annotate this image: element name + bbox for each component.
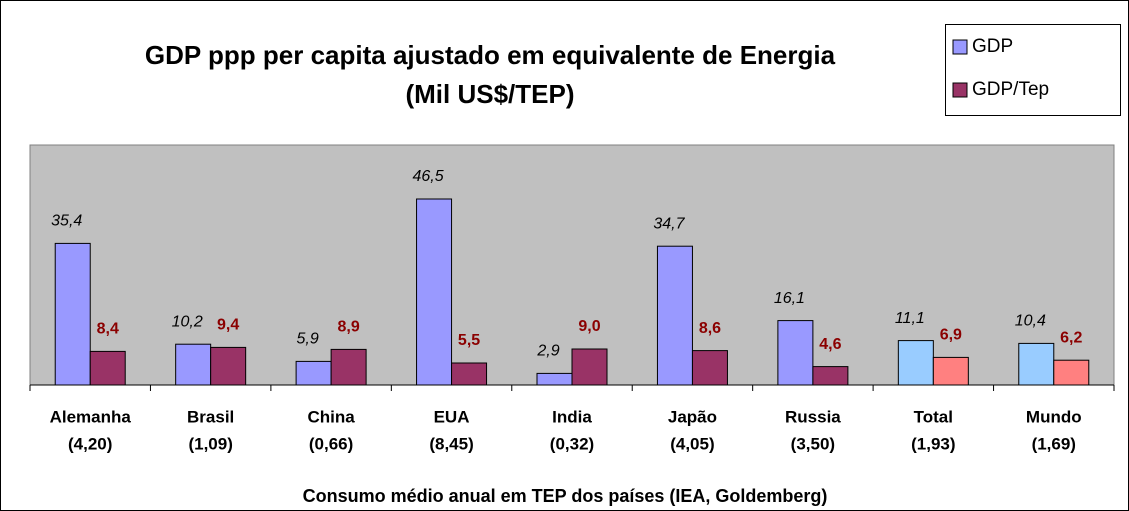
value-label: 11,1 [895,310,925,327]
value-label: 34,7 [653,215,685,232]
bar [89,350,126,386]
value-label: 46,5 [412,168,443,185]
x-tick-note: (1,93) [911,434,955,453]
value-label: 5,9 [296,331,318,348]
chart-title: GDP ppp per capita ajustado em equivalen… [145,40,836,70]
x-tick-note: (4,20) [68,434,112,453]
bar [295,360,332,386]
value-label: 2,9 [536,343,559,360]
x-tick-note: (0,32) [550,434,594,453]
value-label: 6,2 [1060,329,1082,346]
x-tick-label: Mundo [1026,407,1082,426]
x-tick-label: Russia [785,407,841,426]
x-tick-note: (0,66) [309,434,353,453]
bar [54,242,91,386]
x-tick-label: Brasil [187,407,234,426]
legend-label: GDP/Tep [972,79,1049,100]
x-tick-note: (4,05) [670,434,714,453]
bar [932,356,969,386]
bar [175,343,212,386]
legend [945,24,1121,116]
x-axis-label: Consumo médio anual em TEP dos países (I… [303,486,828,506]
bar [536,372,573,386]
x-tick-note: (1,69) [1032,434,1076,453]
bar [777,320,814,386]
bar [1053,359,1090,386]
legend-swatch [952,39,968,55]
x-tick-note: (3,50) [791,434,835,453]
bar [571,348,608,386]
x-tick-label: Total [914,407,953,426]
bar [451,362,488,386]
value-label: 10,4 [1015,313,1046,330]
chart-subtitle: (Mil US$/TEP) [405,79,574,109]
bar [812,366,849,386]
value-label: 8,9 [337,319,359,336]
bar [416,198,453,386]
bar [330,348,367,386]
value-label: 5,5 [458,332,480,349]
x-tick-note: (1,09) [188,434,232,453]
bar [897,340,934,386]
bar [210,346,247,386]
value-label: 10,2 [172,313,203,330]
bar [691,350,728,386]
x-tick-label: Alemanha [50,407,132,426]
bar [1018,342,1055,386]
value-label: 6,9 [940,327,962,344]
value-label: 9,0 [578,318,600,335]
legend-label: GDP [972,36,1013,57]
x-tick-note: (8,45) [429,434,473,453]
value-label: 35,4 [51,213,82,230]
value-label: 16,1 [774,290,805,307]
x-tick-label: EUA [434,407,470,426]
value-label: 8,4 [97,321,119,338]
x-tick-label: China [307,407,355,426]
x-tick-label: Japão [668,407,717,426]
value-label: 9,4 [217,317,239,334]
value-label: 8,6 [699,320,721,337]
bar [656,245,693,386]
x-tick-label: India [552,407,592,426]
legend-swatch [952,82,968,98]
value-label: 4,6 [819,336,841,353]
